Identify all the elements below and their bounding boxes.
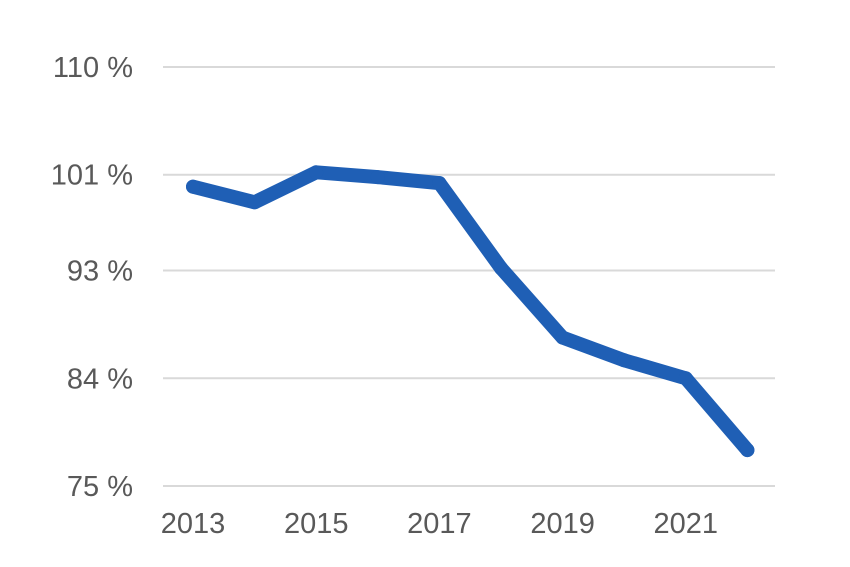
data-point (247, 195, 262, 210)
data-point (494, 261, 508, 276)
x-tick-label: 2013 (161, 508, 226, 540)
y-tick-label: 93 % (67, 256, 133, 288)
series-layer (186, 165, 755, 458)
x-axis-ticks: 2013 2015 2017 2019 2021 (161, 508, 718, 540)
data-point (186, 179, 200, 194)
series-line (186, 165, 755, 458)
y-tick-label: 84 % (67, 363, 133, 395)
data-point (617, 353, 632, 368)
x-tick-label: 2017 (407, 508, 472, 540)
data-point (555, 330, 570, 345)
data-point (309, 165, 324, 180)
data-point (432, 176, 447, 191)
x-tick-label: 2015 (284, 508, 349, 540)
y-axis-ticks: 75 % 84 % 93 % 101 % 110 % (51, 52, 133, 503)
data-point (370, 170, 385, 185)
y-tick-label: 110 % (53, 52, 133, 84)
data-point (740, 443, 755, 458)
gridlines (163, 66, 775, 487)
y-tick-label: 101 % (51, 160, 133, 192)
x-tick-label: 2019 (530, 508, 595, 540)
data-point (678, 371, 693, 386)
y-tick-label: 75 % (67, 471, 133, 503)
x-tick-label: 2021 (654, 508, 719, 540)
